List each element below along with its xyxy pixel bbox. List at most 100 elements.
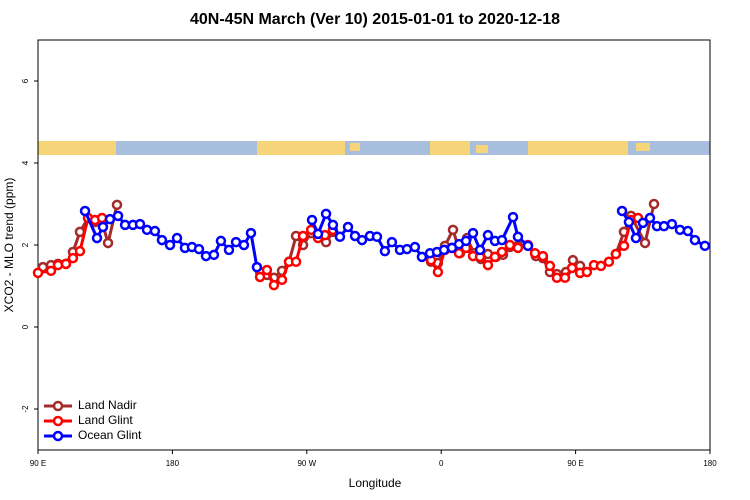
data-point [52, 259, 64, 271]
data-point [208, 249, 220, 261]
data-point [603, 256, 615, 268]
legend-marker [52, 430, 64, 442]
data-point [512, 242, 524, 254]
data-point [327, 219, 339, 231]
data-point [637, 217, 649, 229]
data-point [164, 239, 176, 251]
data-point [648, 198, 660, 210]
y-tick-label: 0 [21, 324, 30, 329]
data-point [616, 205, 628, 217]
x-tick-label: 0 [439, 459, 444, 468]
data-point [79, 205, 91, 217]
legend-marker [52, 400, 64, 412]
data-point [644, 212, 656, 224]
y-tick-label: -2 [21, 405, 30, 413]
data-point [496, 246, 508, 258]
data-point [371, 231, 383, 243]
data-point [507, 211, 519, 223]
plot-frame [37, 39, 711, 451]
data-point [581, 266, 593, 278]
data-point [356, 234, 368, 246]
data-point [467, 227, 479, 239]
data-point [496, 234, 508, 246]
data-point [32, 267, 44, 279]
y-tick-label: 6 [21, 78, 30, 83]
data-point [639, 237, 651, 249]
data-point [238, 239, 250, 251]
data-point [215, 235, 227, 247]
data-point [276, 274, 288, 286]
data-point [551, 272, 563, 284]
data-point [74, 245, 86, 257]
data-point [67, 252, 79, 264]
x-tick-label: 90 E [567, 459, 583, 468]
data-point [261, 264, 273, 276]
legend-label: Ocean Glint [78, 428, 142, 442]
data-point [460, 235, 472, 247]
series-line [42, 203, 656, 280]
data-point [610, 248, 622, 260]
data-point [97, 221, 109, 233]
data-point [474, 244, 486, 256]
data-point [618, 240, 630, 252]
land-ocean-strip [38, 141, 710, 155]
data-point [447, 224, 459, 236]
data-point [245, 227, 257, 239]
data-point [312, 228, 324, 240]
data-point [134, 218, 146, 230]
data-point [682, 225, 694, 237]
data-point [699, 240, 711, 252]
data-point [171, 232, 183, 244]
data-point [141, 224, 153, 236]
data-point [482, 259, 494, 271]
data-point [544, 260, 556, 272]
data-point [559, 272, 571, 284]
x-tick-label: 180 [166, 459, 180, 468]
data-point [306, 214, 318, 226]
data-point [386, 236, 398, 248]
data-point [334, 231, 346, 243]
data-point [689, 234, 701, 246]
data-point [489, 251, 501, 263]
data-point [566, 262, 578, 274]
data-point [674, 224, 686, 236]
data-point [482, 229, 494, 241]
data-point [512, 231, 524, 243]
data-point [112, 210, 124, 222]
data-point [290, 256, 302, 268]
x-tick-label: 180 [703, 459, 717, 468]
data-point [623, 216, 635, 228]
data-point [149, 225, 161, 237]
y-axis-label: XCO2 - MLO trend (ppm) [2, 178, 16, 313]
data-point [104, 213, 116, 225]
data-point [200, 250, 212, 262]
data-point [254, 271, 266, 283]
x-tick-label: 90 W [297, 459, 316, 468]
data-point [45, 265, 57, 277]
data-point [60, 258, 72, 270]
data-point [409, 241, 421, 253]
data-point [102, 237, 114, 249]
data-point [268, 279, 280, 291]
data-point [379, 245, 391, 257]
data-point [223, 244, 235, 256]
legend-marker [52, 415, 64, 427]
data-point [666, 218, 678, 230]
data-point [320, 208, 332, 220]
data-point [416, 251, 428, 263]
data-point [630, 232, 642, 244]
data-point [504, 239, 516, 251]
data-point [91, 232, 103, 244]
x-tick-label: 90 E [30, 459, 46, 468]
data-point [193, 243, 205, 255]
y-tick-label: 4 [21, 160, 30, 165]
data-point [522, 240, 534, 252]
data-point [537, 250, 549, 262]
data-point [432, 266, 444, 278]
data-point [342, 221, 354, 233]
data-point [595, 260, 607, 272]
data-point [297, 230, 309, 242]
y-tick-label: 2 [21, 242, 30, 247]
data-point [156, 234, 168, 246]
